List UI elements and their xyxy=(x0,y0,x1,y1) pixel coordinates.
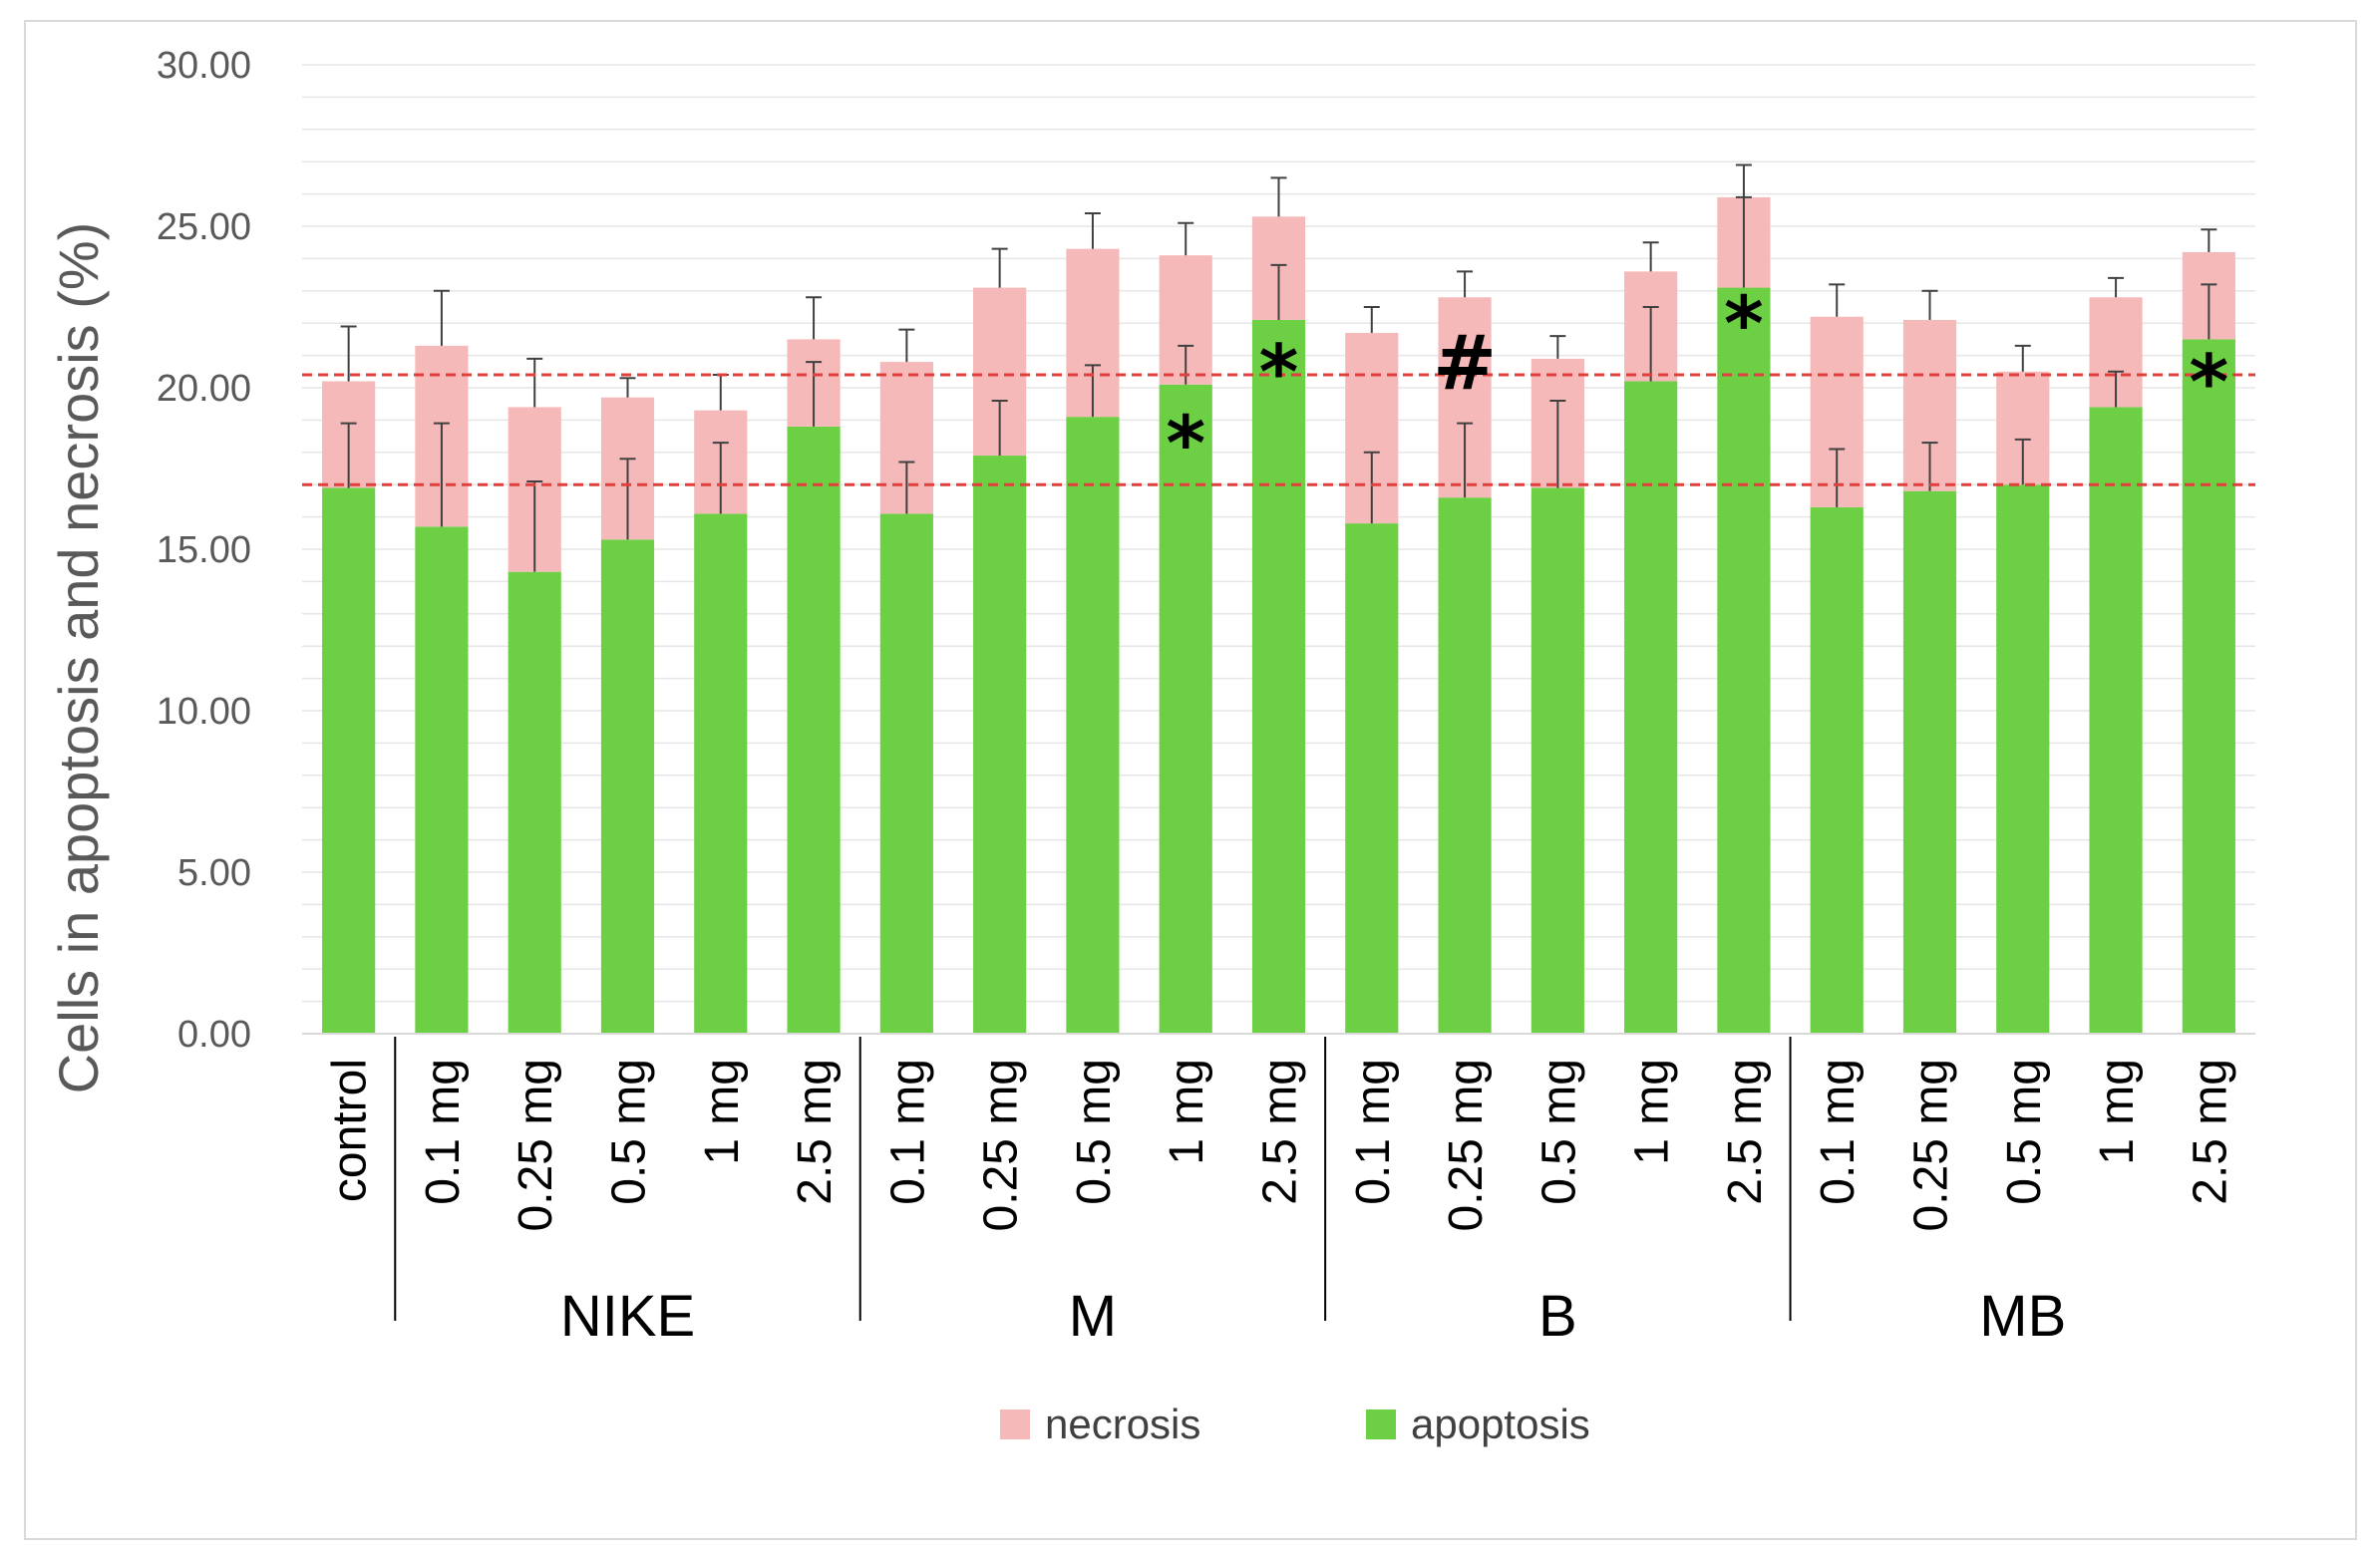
x-category-label: 0.1 mg xyxy=(1812,1059,1865,1205)
y-tick-label: 5.00 xyxy=(177,852,251,894)
x-category-label: 1 mg xyxy=(696,1059,749,1165)
legend-swatch-necrosis xyxy=(1000,1409,1030,1439)
x-category-label: 0.5 mg xyxy=(1068,1059,1121,1205)
x-category-label: 0.1 mg xyxy=(417,1059,470,1205)
x-category-label: 0.5 mg xyxy=(1532,1059,1585,1205)
asterisk-annotation: * xyxy=(1259,328,1299,417)
bar-apoptosis xyxy=(1530,487,1584,1034)
x-category-label: 0.25 mg xyxy=(510,1059,562,1231)
bar-apoptosis xyxy=(1345,523,1399,1034)
group-label: B xyxy=(1538,1284,1577,1349)
legend-swatch-apoptosis xyxy=(1366,1409,1396,1439)
axes: 0.00 5.00 10.00 15.00 20.00 25.00 30.00 control… xyxy=(157,45,2255,1349)
error-bars xyxy=(340,163,2217,572)
group-label: NIKE xyxy=(560,1284,695,1349)
bar-apoptosis xyxy=(1810,506,1864,1034)
x-category-label: 2.5 mg xyxy=(1719,1059,1772,1205)
bar-apoptosis xyxy=(787,426,841,1034)
x-category-label: 0.25 mg xyxy=(975,1059,1028,1231)
x-category-label: 0.5 mg xyxy=(1998,1059,2051,1205)
y-tick-label: 20.00 xyxy=(157,368,251,410)
x-category-label: 1 mg xyxy=(2091,1059,2144,1165)
reference-lines xyxy=(302,373,2255,486)
x-category-label: 0.1 mg xyxy=(1347,1059,1400,1205)
x-category-label: control xyxy=(324,1059,377,1202)
asterisk-annotation: * xyxy=(1166,399,1205,487)
x-category-label: 0.25 mg xyxy=(1905,1059,1958,1231)
y-tick-label: 30.00 xyxy=(157,45,251,87)
bar-apoptosis xyxy=(973,456,1027,1034)
bar-apoptosis xyxy=(879,513,933,1034)
bar-apoptosis xyxy=(2089,407,2143,1034)
bar-apoptosis xyxy=(508,571,561,1034)
legend-label-apoptosis: apoptosis xyxy=(1411,1401,1590,1447)
y-axis-label: Cells in apoptosis and necrosis (%) xyxy=(47,222,110,1094)
bar-apoptosis xyxy=(1251,319,1306,1035)
y-tick-label: 0.00 xyxy=(177,1014,251,1056)
y-tick-label: 10.00 xyxy=(157,691,251,733)
bar-apoptosis xyxy=(415,526,469,1034)
x-category-label: 1 mg xyxy=(1161,1059,1213,1165)
x-category-label: 2.5 mg xyxy=(2184,1059,2236,1205)
asterisk-annotation: * xyxy=(2189,337,2228,426)
x-category-label: 0.25 mg xyxy=(1440,1059,1493,1231)
bar-apoptosis xyxy=(694,513,748,1034)
x-category-label: 2.5 mg xyxy=(1254,1059,1307,1205)
x-category-label: 2.5 mg xyxy=(789,1059,842,1205)
asterisk-annotation: * xyxy=(1724,279,1764,368)
bar-apoptosis xyxy=(1624,381,1678,1034)
bars xyxy=(322,196,2235,1035)
hash-annotation: # xyxy=(1433,318,1497,407)
bar-apoptosis xyxy=(1996,484,2050,1034)
annotations: * * # * * xyxy=(1166,279,2228,487)
x-category-label: 0.5 mg xyxy=(603,1059,656,1205)
bar-apoptosis xyxy=(1438,497,1492,1034)
bar-apoptosis xyxy=(1902,490,1957,1034)
legend: necrosis apoptosis xyxy=(1000,1401,1590,1447)
bar-apoptosis xyxy=(1066,417,1120,1034)
bar-apoptosis xyxy=(1717,287,1771,1034)
y-tick-label: 15.00 xyxy=(157,529,251,571)
group-label: MB xyxy=(1979,1284,2066,1349)
legend-label-necrosis: necrosis xyxy=(1045,1401,1200,1447)
bar-apoptosis xyxy=(1159,384,1212,1034)
x-category-label: 1 mg xyxy=(1626,1059,1679,1165)
x-category-label: 0.1 mg xyxy=(881,1059,934,1205)
y-tick-label: 25.00 xyxy=(157,206,251,248)
bar-apoptosis xyxy=(600,539,655,1034)
group-label: M xyxy=(1069,1284,1117,1349)
bar-apoptosis xyxy=(322,487,376,1034)
bar-apoptosis xyxy=(2182,339,2235,1034)
